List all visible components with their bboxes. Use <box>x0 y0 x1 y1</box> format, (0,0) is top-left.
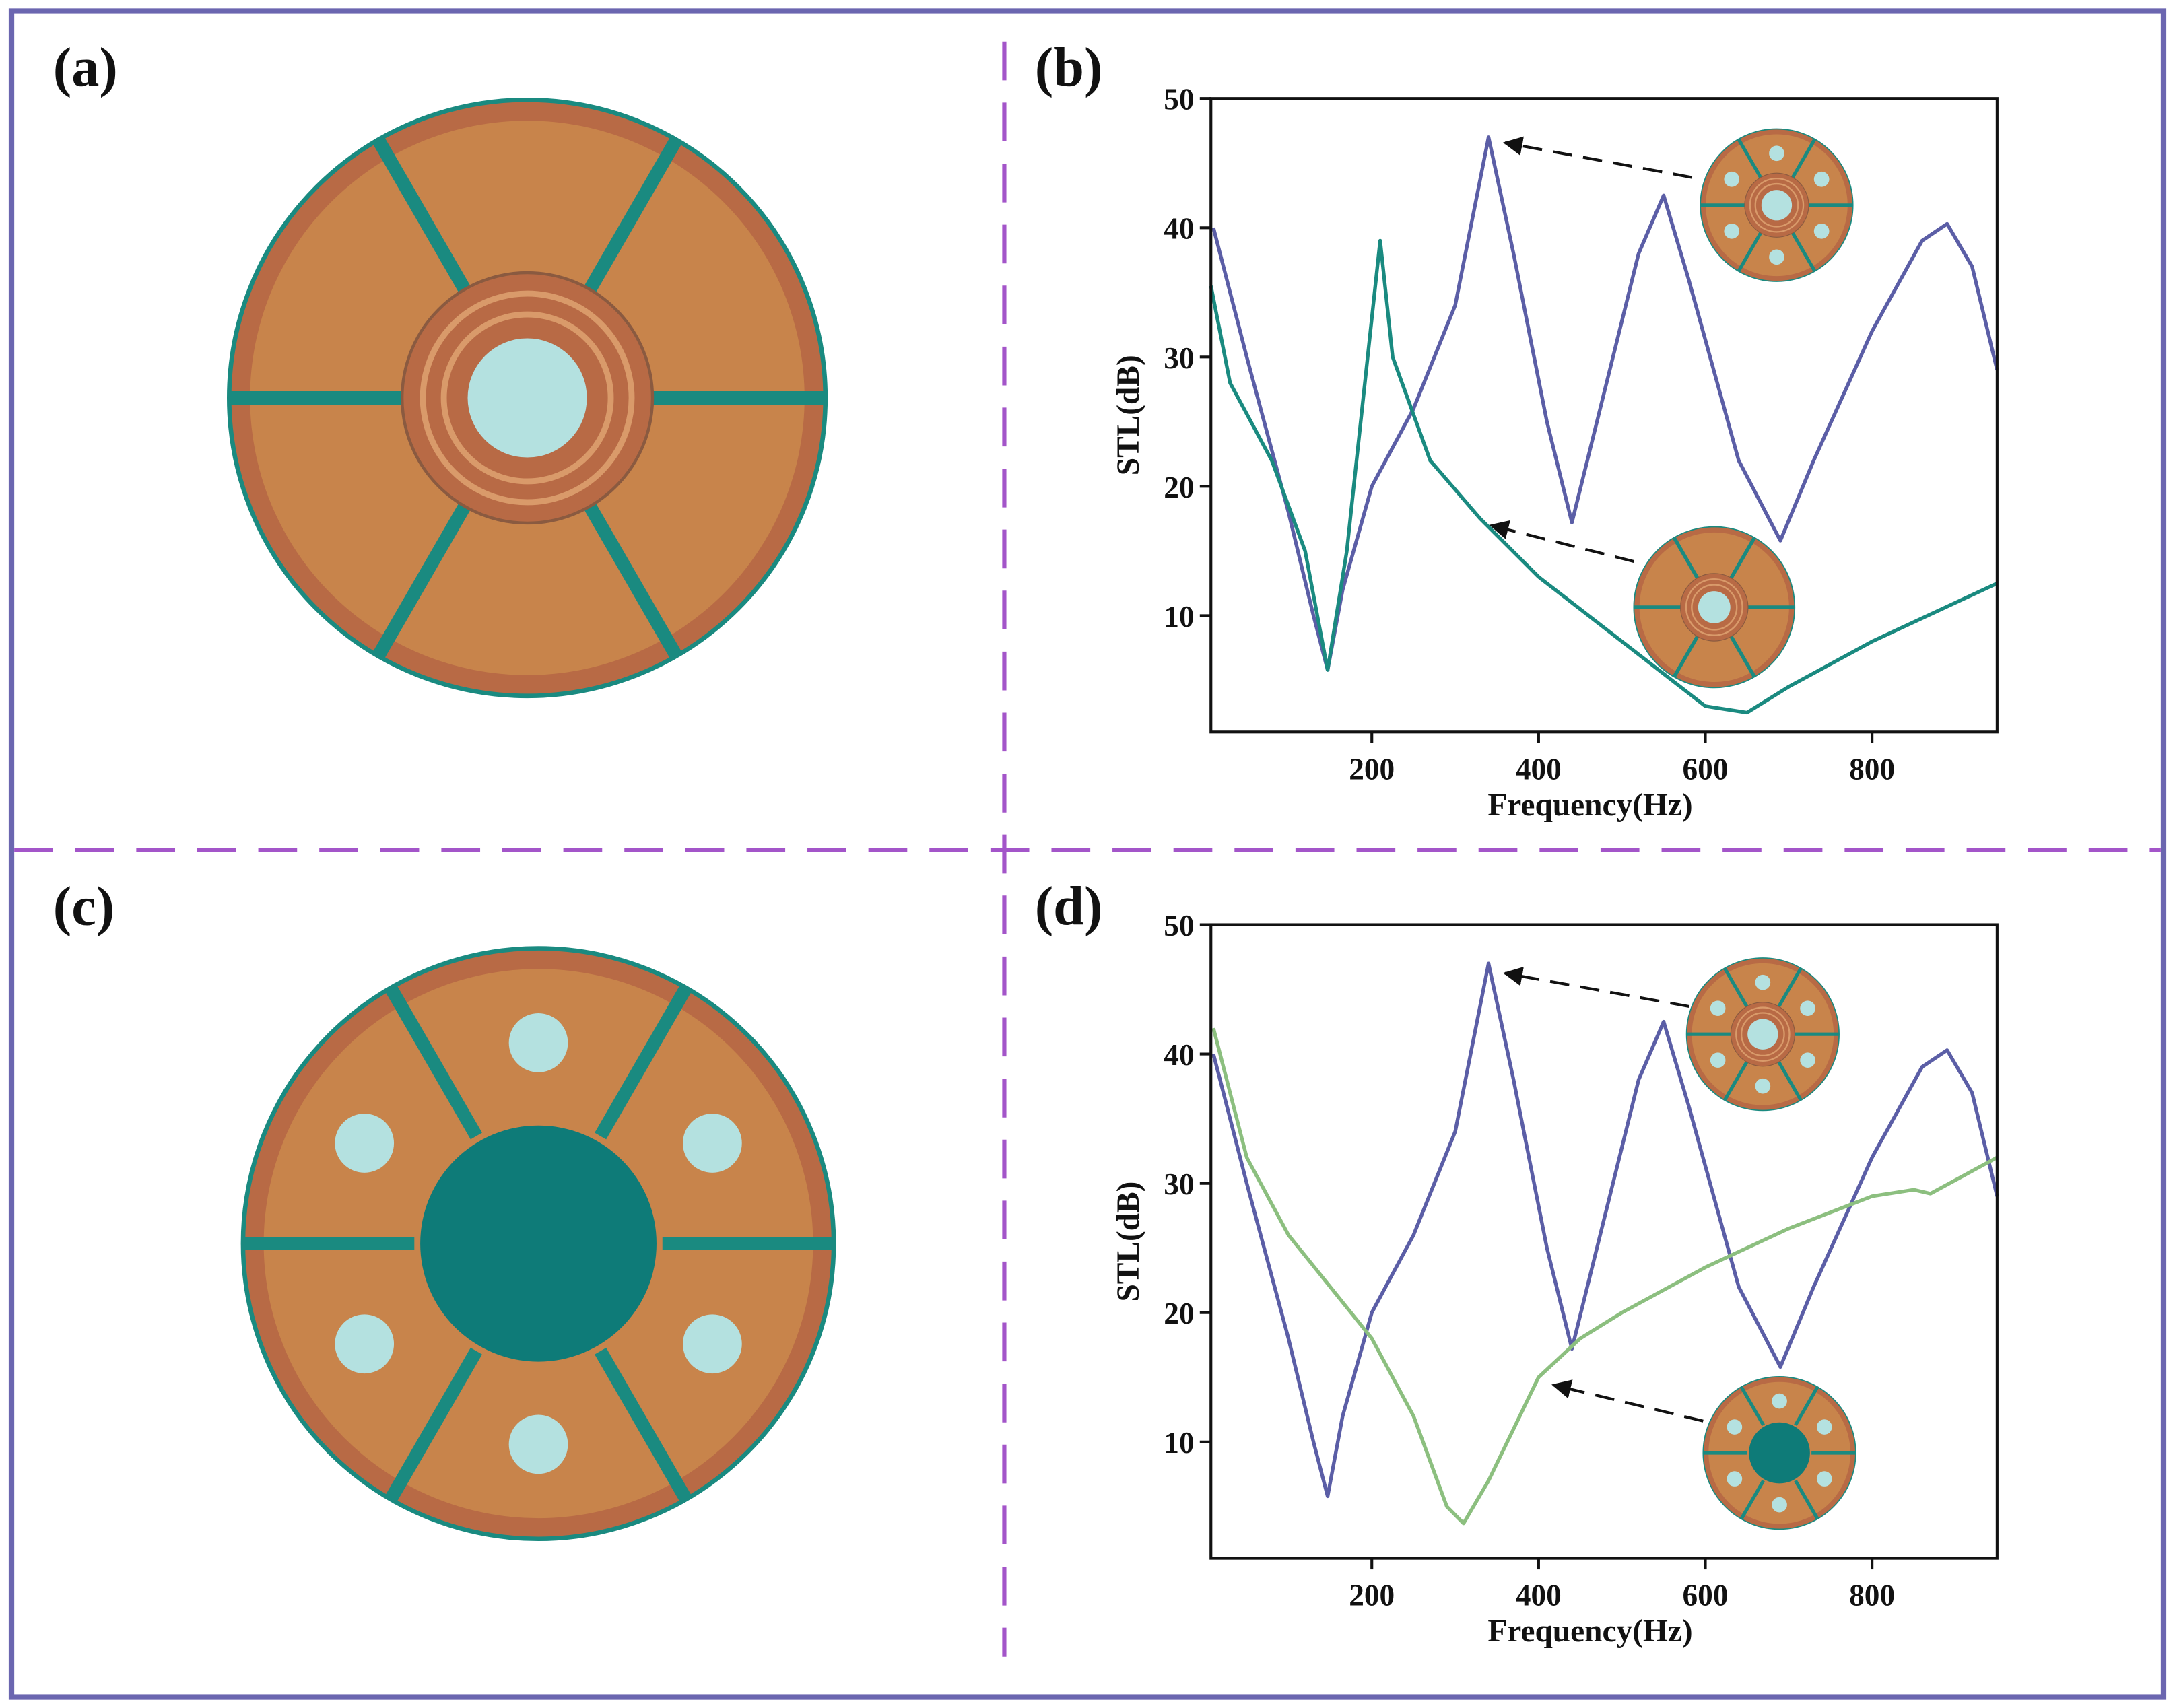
x-tick-label: 800 <box>1849 752 1895 786</box>
data-line <box>1209 238 1998 715</box>
x-tick-label: 200 <box>1349 752 1395 786</box>
y-tick-label: 30 <box>1164 1167 1194 1201</box>
y-axis-label: STL(dB) <box>1111 1182 1146 1302</box>
diagram-a <box>229 100 825 695</box>
diagram-c <box>243 949 834 1539</box>
y-tick-label: 30 <box>1164 341 1194 375</box>
inset <box>1703 1377 1856 1530</box>
x-axis-label: Frequency(Hz) <box>1487 1614 1692 1649</box>
data-line <box>1211 135 1999 672</box>
arrows <box>1489 136 1704 1423</box>
y-tick-label: 10 <box>1164 600 1194 634</box>
y-tick-label: 20 <box>1164 471 1194 504</box>
y-axis-label: STL(dB) <box>1111 355 1146 475</box>
x-axis-label: Frequency(Hz) <box>1487 788 1692 823</box>
plot-frame <box>1209 923 1999 1560</box>
y-tick-label: 40 <box>1164 212 1194 246</box>
x-tick-label: 800 <box>1849 1579 1895 1612</box>
x-tick-label: 600 <box>1683 752 1729 786</box>
x-tick-label: 400 <box>1516 752 1562 786</box>
data-line <box>1211 961 1999 1499</box>
y-tick-label: 50 <box>1164 909 1194 943</box>
x-tick-label: 600 <box>1683 1579 1729 1612</box>
data-line <box>1211 1027 1999 1526</box>
y-tick-label: 20 <box>1164 1297 1194 1330</box>
x-tick-label: 200 <box>1349 1579 1395 1612</box>
panel-label: (a) <box>53 37 118 98</box>
panel-label: (b) <box>1035 37 1103 98</box>
frame <box>8 8 2167 1700</box>
inset <box>1700 129 1853 282</box>
plot-frame <box>1209 97 1999 734</box>
panel-label: (d) <box>1035 876 1103 937</box>
y-tick-label: 40 <box>1164 1038 1194 1072</box>
panel-label: (c) <box>53 876 114 937</box>
x-tick-label: 400 <box>1516 1579 1562 1612</box>
y-tick-label: 50 <box>1164 83 1194 116</box>
y-tick-label: 10 <box>1164 1426 1194 1460</box>
inset <box>1687 958 1840 1111</box>
inset <box>1634 527 1795 688</box>
